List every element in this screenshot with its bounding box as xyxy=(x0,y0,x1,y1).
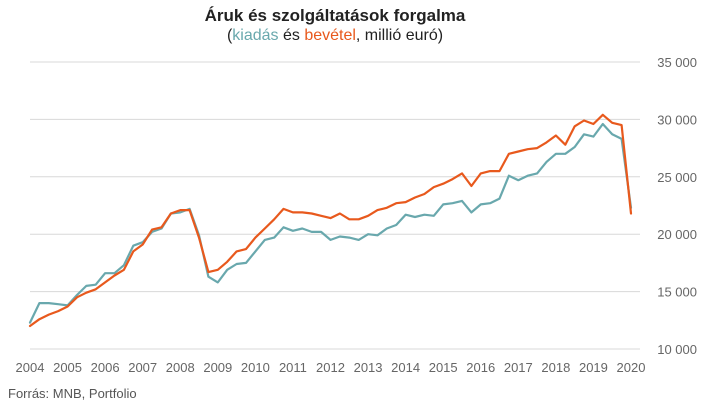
legend-revenue-label: bevétel xyxy=(304,27,356,44)
x-tick-label: 2005 xyxy=(53,360,82,375)
x-tick-label: 2020 xyxy=(617,360,646,375)
x-tick-label: 2008 xyxy=(166,360,195,375)
x-tick-label: 2007 xyxy=(128,360,157,375)
x-tick-label: 2004 xyxy=(16,360,45,375)
y-tick-label: 25 000 xyxy=(657,170,697,185)
y-tick-label: 15 000 xyxy=(657,285,697,300)
y-tick-label: 20 000 xyxy=(657,227,697,242)
x-tick-label: 2016 xyxy=(466,360,495,375)
x-tick-label: 2009 xyxy=(203,360,232,375)
y-tick-label: 30 000 xyxy=(657,112,697,127)
legend-expense-label: kiadás xyxy=(232,27,279,44)
x-tick-label: 2015 xyxy=(429,360,458,375)
chart-title: Áruk és szolgáltatások forgalma xyxy=(204,6,466,25)
x-tick-label: 2017 xyxy=(504,360,533,375)
x-tick-label: 2011 xyxy=(279,360,307,375)
x-tick-label: 2018 xyxy=(541,360,570,375)
subtitle-connector: és xyxy=(278,27,305,44)
x-tick-label: 2014 xyxy=(391,360,420,375)
x-tick-label: 2006 xyxy=(91,360,120,375)
chart-subtitle: (kiadás és bevétel, millió euró) xyxy=(0,27,670,45)
y-tick-label: 35 000 xyxy=(657,55,697,70)
gridlines xyxy=(30,61,640,350)
y-tick-label: 10 000 xyxy=(657,342,697,357)
x-tick-label: 2010 xyxy=(241,360,270,375)
x-tick-label: 2012 xyxy=(316,360,345,375)
series-line-revenue xyxy=(28,113,633,328)
subtitle-open: ( xyxy=(226,27,233,44)
series-lines xyxy=(28,113,633,328)
source-note: Forrás: MNB, Portfolio xyxy=(8,386,137,401)
x-tick-label: 2013 xyxy=(354,360,383,375)
subtitle-close: , millió euró) xyxy=(355,27,444,44)
series-line-expense xyxy=(28,122,633,324)
x-tick-label: 2019 xyxy=(579,360,608,375)
x-axis-ticks: 2004 2005 2006 2007 2008 2009 2010 2011 2012 2013… xyxy=(16,360,646,375)
y-axis-ticks: 10 000 15 000 20 000 25 000 30 000 35 000 xyxy=(657,55,697,357)
